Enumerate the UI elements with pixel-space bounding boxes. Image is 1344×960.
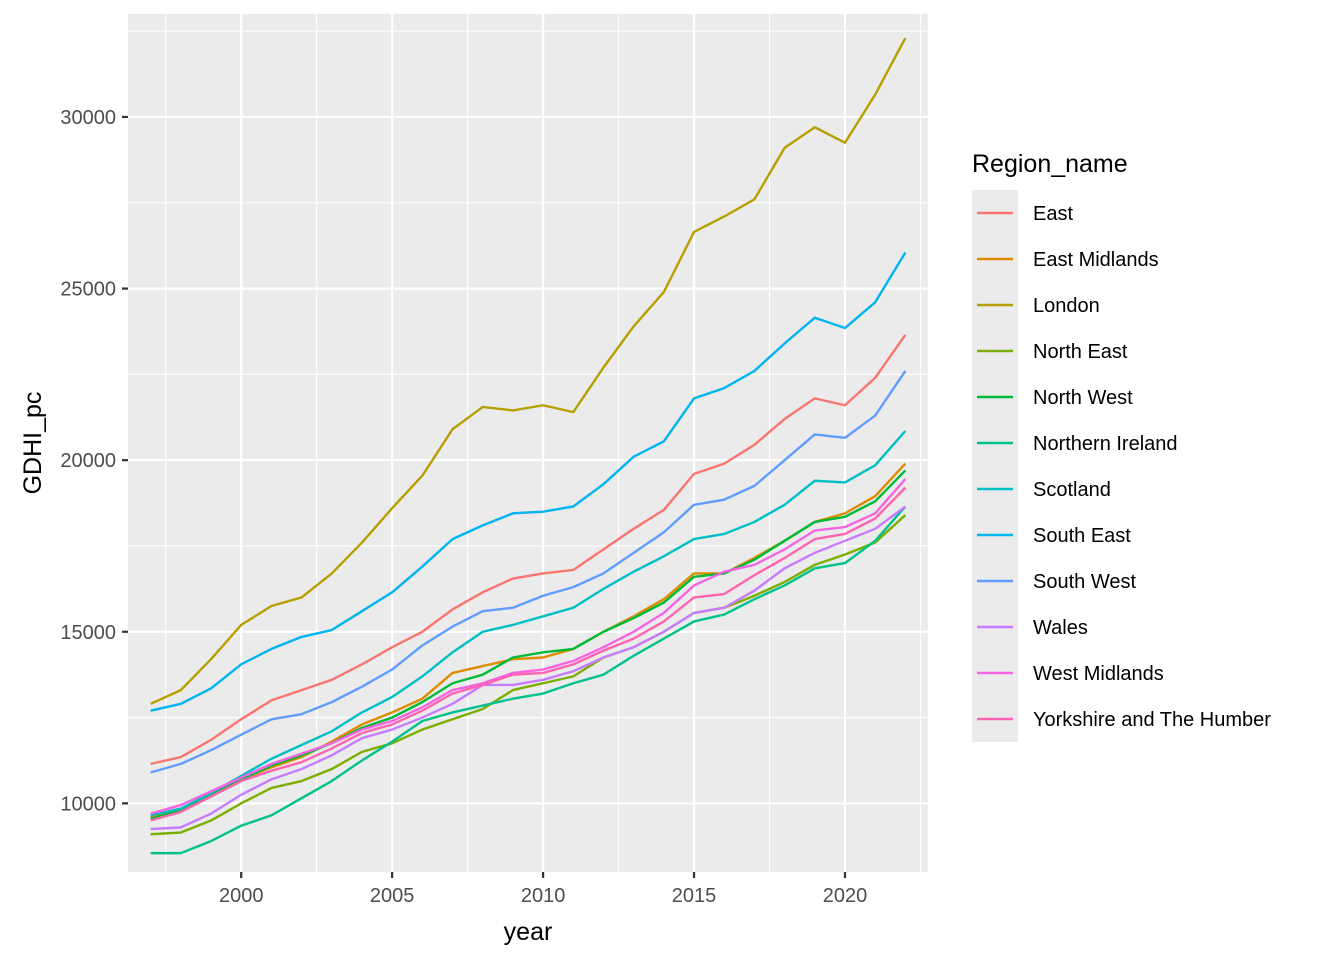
x-tick-label: 2015 (672, 885, 717, 907)
y-axis-ticks: 10000 15000 20000 25000 30000 (60, 107, 128, 815)
legend-label-london: London (1033, 295, 1100, 317)
y-tick-label: 30000 (60, 107, 116, 129)
series-line-east (150, 334, 907, 766)
y-tick-label: 20000 (60, 450, 116, 472)
legend-items: East East Midlands London North East North W… (977, 203, 1271, 731)
x-axis-ticks: 2000 2005 2010 2015 2020 (219, 872, 867, 907)
legend-label-wales: Wales (1033, 617, 1088, 639)
x-axis-title: year (504, 918, 553, 946)
series-line-northern-ireland (150, 505, 907, 855)
series-line-south-east (150, 251, 907, 712)
y-tick-label: 15000 (60, 622, 116, 644)
series-lines (150, 37, 907, 855)
y-tick-label: 25000 (60, 279, 116, 301)
x-tick-label: 2000 (219, 885, 264, 907)
major-gridlines (128, 14, 928, 872)
legend-label-north-west: North West (1033, 387, 1133, 409)
y-tick-label: 10000 (60, 793, 116, 815)
x-tick-label: 2020 (823, 885, 868, 907)
series-line-south-west (150, 370, 907, 774)
legend-label-east: East (1033, 203, 1073, 225)
y-axis-title: GDHI_pc (19, 392, 47, 495)
legend: Region_name East East Midlands London North… (972, 150, 1271, 742)
legend-label-north-east: North East (1033, 341, 1128, 363)
legend-title: Region_name (972, 150, 1128, 178)
legend-label-south-west: South West (1033, 571, 1136, 593)
plot-panel (128, 14, 928, 872)
legend-label-scotland: Scotland (1033, 479, 1111, 501)
legend-label-west-midlands: West Midlands (1033, 663, 1164, 685)
series-line-west-midlands (150, 478, 907, 815)
legend-label-northern-ireland: Northern Ireland (1033, 433, 1178, 455)
x-tick-label: 2005 (370, 885, 415, 907)
series-line-wales (150, 505, 907, 831)
x-tick-label: 2010 (521, 885, 566, 907)
legend-label-yorkshire-and-the-humber: Yorkshire and The Humber (1033, 709, 1271, 731)
legend-label-south-east: South East (1033, 525, 1131, 547)
series-line-north-west (150, 469, 907, 820)
minor-gridlines (128, 14, 928, 872)
series-line-london (150, 37, 907, 705)
legend-key-background (972, 190, 1018, 742)
legend-label-east-midlands: East Midlands (1033, 249, 1159, 271)
series-line-scotland (150, 430, 907, 817)
series-line-yorkshire-and-the-humber (150, 486, 907, 822)
series-line-north-east (150, 514, 907, 836)
